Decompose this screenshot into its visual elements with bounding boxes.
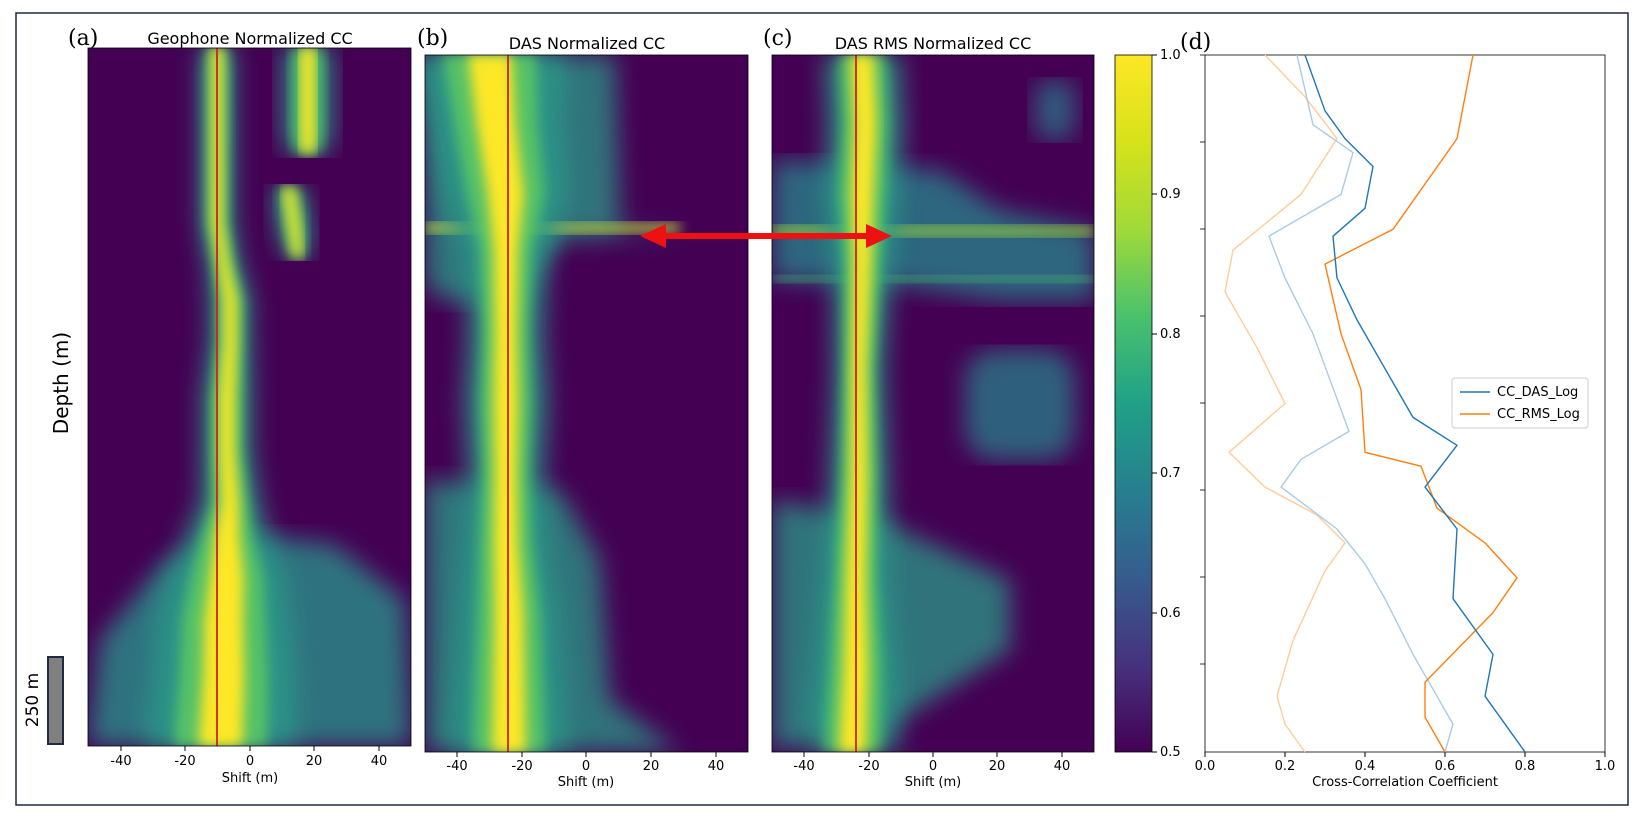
panel-label: (b) (417, 26, 448, 51)
heatmap-ridge (300, 48, 315, 153)
x-axis: -40 -20 0 20 40 Shift (m) (793, 752, 1070, 790)
correlation-arrow (640, 224, 892, 248)
y-axis-minor-ticks (1200, 54, 1205, 665)
x-tick-label: -20 (858, 759, 879, 774)
outer-frame (15, 12, 1629, 806)
heatmap-ridge (283, 187, 302, 258)
heatmap-ridge (198, 48, 245, 746)
x-tick-label: 0 (246, 754, 254, 769)
x-tick-label: 20 (643, 759, 660, 774)
x-tick-label: 0.8 (1515, 759, 1536, 774)
x-axis: 0.0 0.2 0.4 0.6 0.8 1.0 Cross-Correlatio… (1195, 752, 1616, 790)
legend: CC_DAS_Log CC_RMS_Log (1451, 377, 1589, 429)
x-tick-label: -40 (110, 754, 131, 769)
panel-title: DAS RMS Normalized CC (835, 34, 1032, 53)
x-tick-label: 1.0 (1595, 759, 1616, 774)
colorbar-tick-label: 0.7 (1160, 466, 1181, 481)
panel-b: (b) DAS Normalized CC -40 -20 0 20 40 Sh… (417, 26, 749, 790)
x-tick-label: 20 (989, 759, 1006, 774)
series-line (1324, 54, 1518, 753)
x-axis-label: Shift (m) (558, 775, 615, 790)
colorbar-gradient (1114, 54, 1153, 753)
x-tick-label: -20 (174, 754, 195, 769)
legend-label: CC_RMS_Log (1497, 407, 1580, 422)
x-tick-label: 40 (371, 754, 388, 769)
scale-bar-label: 250 m (23, 673, 43, 727)
series-line (1304, 54, 1526, 753)
colorbar-tick-label: 0.5 (1160, 745, 1181, 760)
colorbar-tick-label: 0.9 (1160, 187, 1181, 202)
panel-title: Geophone Normalized CC (147, 29, 352, 48)
x-axis-label: Cross-Correlation Coefficient (1312, 775, 1498, 790)
panel-a: (a) Geophone Normalized CC -40 -20 0 20 … (68, 26, 412, 786)
heatmap-area (772, 55, 1094, 752)
x-tick-label: -40 (793, 759, 814, 774)
colorbar: 0.5 0.6 0.7 0.8 0.9 1.0 (1114, 48, 1181, 760)
x-axis: -40 -20 0 20 40 Shift (m) (110, 746, 387, 786)
series-line (1224, 54, 1346, 753)
x-tick-label: 40 (708, 759, 725, 774)
panel-c: (c) DAS RMS Normalized CC -40 -20 0 20 4… (763, 26, 1095, 790)
x-tick-label: 0.6 (1435, 759, 1456, 774)
legend-label: CC_DAS_Log (1497, 385, 1578, 400)
depth-axis-label: Depth (m) (49, 332, 73, 434)
x-tick-label: 40 (1054, 759, 1071, 774)
x-axis: -40 -20 0 20 40 Shift (m) (446, 752, 724, 790)
colorbar-tick-label: 0.6 (1160, 606, 1181, 621)
panel-label: (d) (1180, 30, 1211, 55)
series-line (1268, 54, 1454, 753)
x-axis-label: Shift (m) (905, 775, 962, 790)
x-tick-label: -20 (511, 759, 532, 774)
panel-label: (c) (763, 26, 793, 51)
x-tick-label: 0 (929, 759, 937, 774)
x-tick-label: -40 (446, 759, 467, 774)
x-axis-label: Shift (m) (222, 771, 279, 786)
x-tick-label: 20 (306, 754, 323, 769)
x-tick-label: 0.0 (1195, 759, 1216, 774)
panel-d: (d) 0.0 0.2 0.4 0.6 0.8 1.0 Cross-Correl… (1180, 30, 1615, 790)
heatmap-area (88, 48, 411, 746)
heatmap-area (425, 55, 748, 752)
colorbar-tick-label: 1.0 (1160, 48, 1181, 63)
x-tick-label: 0.4 (1355, 759, 1376, 774)
x-tick-label: 0 (582, 759, 590, 774)
colorbar-tick-label: 0.8 (1160, 327, 1181, 342)
panel-label: (a) (68, 26, 98, 51)
x-tick-label: 0.2 (1275, 759, 1296, 774)
scale-bar (47, 656, 64, 745)
heatmap-ridge (467, 55, 526, 752)
panel-title: DAS Normalized CC (509, 34, 665, 53)
